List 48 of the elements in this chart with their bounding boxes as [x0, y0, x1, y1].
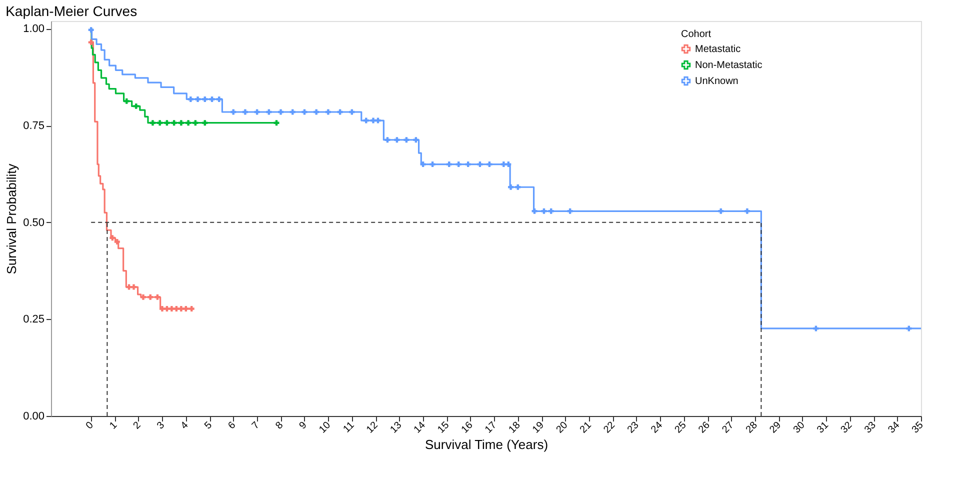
- x-tick-label: 29: [768, 420, 784, 436]
- x-tick-label: 2: [132, 420, 144, 432]
- x-tick-label: 14: [412, 420, 428, 436]
- x-tick-label: 21: [578, 420, 594, 436]
- x-tick-label: 12: [364, 420, 381, 436]
- x-tick-label: 32: [838, 420, 855, 436]
- x-tick-label: 17: [483, 420, 500, 436]
- x-tick-label: 23: [626, 420, 642, 436]
- y-tick-label: 0.25: [23, 314, 44, 326]
- x-tick-label: 9: [298, 420, 310, 432]
- x-tick-label: 25: [672, 420, 689, 436]
- x-tick-label: 22: [602, 420, 618, 436]
- x-tick-label: 3: [155, 420, 168, 432]
- legend-label: UnKnown: [695, 76, 738, 87]
- x-tick-label: 0: [84, 420, 96, 432]
- x-tick-label: 13: [388, 420, 404, 436]
- y-tick-label: 0.75: [23, 120, 44, 132]
- x-tick-label: 11: [342, 420, 357, 436]
- y-axis-title: Survival Probability: [4, 163, 20, 274]
- x-tick-label: 5: [202, 420, 215, 432]
- x-axis-title: Survival Time (Years): [424, 436, 548, 452]
- x-tick-label: 16: [460, 420, 476, 436]
- x-tick-label: 31: [815, 420, 832, 436]
- x-tick-label: 7: [250, 420, 262, 432]
- x-tick-label: 10: [317, 420, 334, 436]
- x-tick-label: 34: [886, 420, 902, 436]
- y-tick-label: 1.00: [23, 23, 44, 36]
- x-tick-label: 8: [274, 420, 286, 432]
- x-tick-label: 26: [696, 420, 713, 436]
- x-tick-label: 33: [862, 420, 879, 436]
- x-tick-label: 24: [649, 420, 666, 436]
- x-tick-label: 18: [506, 420, 523, 436]
- x-tick-label: 28: [744, 420, 760, 436]
- x-tick-label: 15: [436, 420, 452, 436]
- chart-title: Kaplan-Meier Curves: [6, 3, 138, 19]
- legend-title: Cohort: [681, 29, 712, 40]
- x-tick-label: 30: [792, 420, 808, 436]
- legend-label: Non-Metastatic: [695, 60, 762, 71]
- x-tick-label: 4: [178, 420, 191, 432]
- x-tick-label: 20: [554, 420, 570, 436]
- y-tick-label: 0.50: [23, 216, 44, 229]
- x-tick-label: 27: [720, 420, 736, 436]
- x-tick-label: 35: [910, 420, 926, 436]
- legend-label: Metastatic: [695, 44, 741, 55]
- x-tick-label: 1: [108, 420, 120, 432]
- x-tick-label: 19: [530, 420, 547, 436]
- x-tick-label: 6: [226, 420, 238, 432]
- y-tick-label: 0.00: [23, 410, 44, 422]
